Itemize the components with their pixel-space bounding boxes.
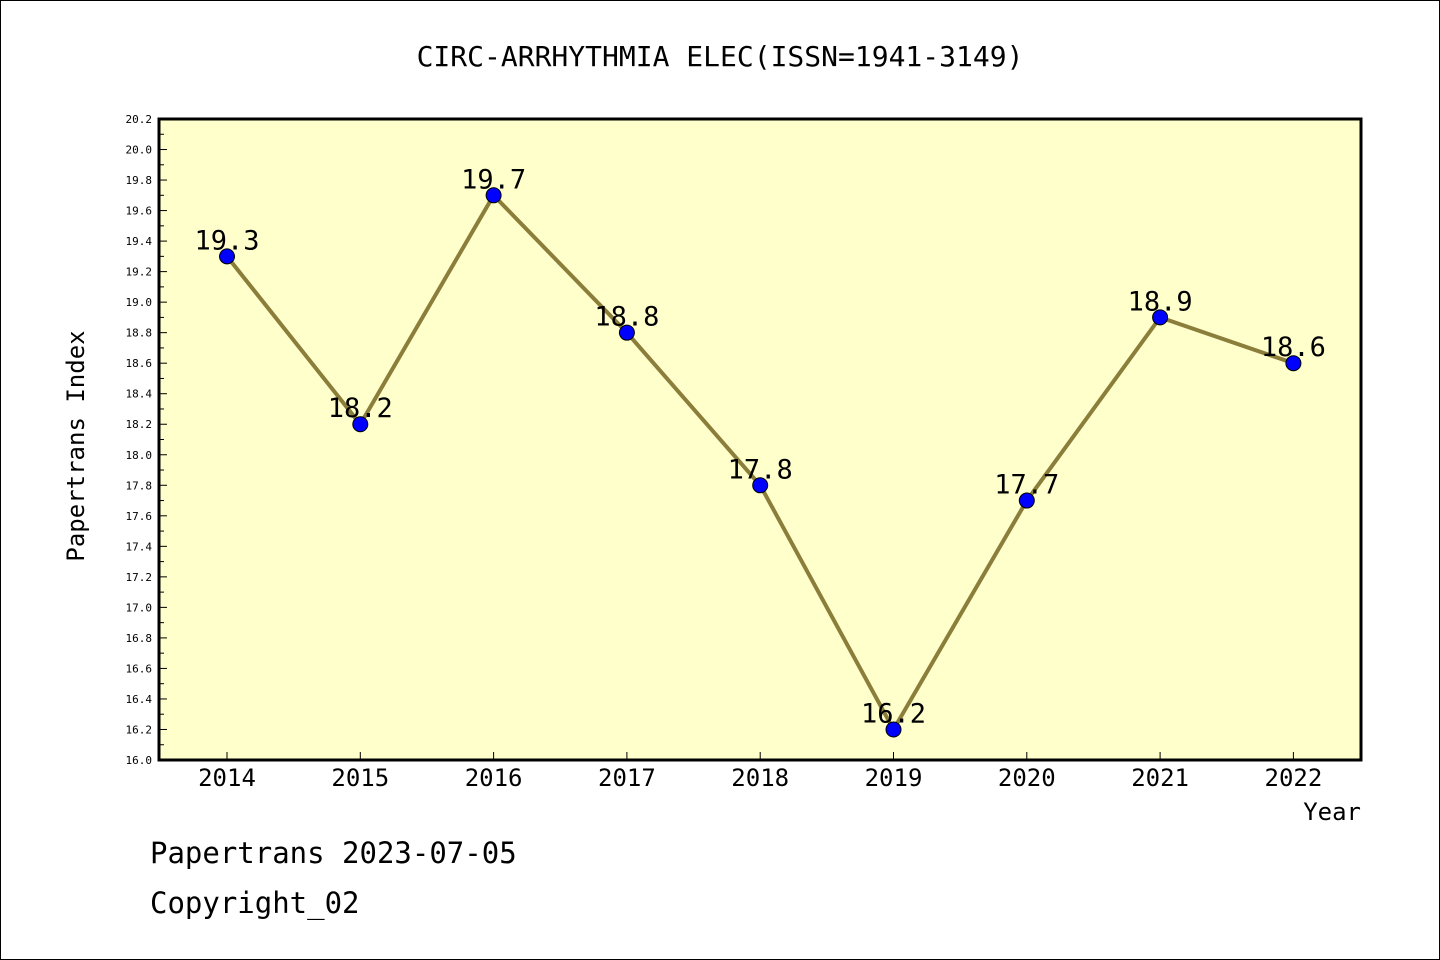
y-tick-label: 19.2 [126,266,153,279]
data-label: 17.7 [994,470,1059,501]
data-label: 16.2 [861,698,926,729]
data-label: 18.8 [594,302,659,333]
data-point [219,248,235,265]
y-tick-label: 18.2 [126,418,153,431]
y-tick-label: 16.8 [126,632,153,645]
y-tick-label: 16.4 [126,693,153,706]
y-axis-ticks: 16.0 16.2 16.4 16.6 16.8 17.0 17.2 17.4 17.6 17.8… [126,113,167,767]
y-tick-label: 17.0 [126,601,153,614]
plot-border [157,117,1363,762]
x-tick-label: 2021 [1131,764,1189,792]
x-tick-label: 2022 [1265,764,1323,792]
x-tick-label: 2017 [598,764,656,792]
x-tick-label: 2019 [865,764,923,792]
y-tick-label: 20.2 [126,113,153,126]
data-markers [219,187,1302,738]
data-point [1018,492,1035,509]
x-axis-ticks: 2014 2015 2016 2017 2018 2019 2020 2021 2022 [198,752,1322,792]
x-tick-label: 2020 [998,764,1056,792]
y-tick-label: 16.2 [126,723,153,736]
y-tick-label: 17.8 [126,479,153,492]
y-tick-label: 18.8 [126,327,153,340]
data-point [1152,309,1169,326]
data-point [618,324,635,341]
plot-area [159,119,1361,760]
y-tick-label: 18.4 [126,388,153,401]
y-tick-label: 16.6 [126,662,153,675]
y-tick-label: 19.8 [126,174,153,187]
data-point [485,187,502,204]
footer-date-text: Papertrans 2023-07-05 [150,836,517,870]
y-tick-label: 19.4 [126,235,153,248]
chart-title: CIRC-ARRHYTHMIA ELEC(ISSN=1941-3149) [417,40,1024,73]
x-axis-label: Year [1303,798,1361,826]
data-point [1285,355,1302,372]
y-tick-label: 18.0 [126,449,153,462]
x-tick-label: 2018 [731,764,789,792]
data-label: 19.3 [194,225,259,256]
x-tick-label: 2014 [198,764,256,792]
y-axis-label: Papertrans Index [62,330,90,561]
y-tick-label: 17.2 [126,571,153,584]
x-tick-label: 2015 [331,764,389,792]
y-tick-label: 18.6 [126,357,153,370]
footer-copyright-text: Copyright_02 [150,886,360,920]
data-point [352,416,369,433]
y-tick-label: 19.6 [126,205,153,218]
data-label: 18.6 [1261,332,1326,363]
data-label: 18.2 [328,393,393,424]
data-labels: 19.3 18.2 19.7 18.8 17.8 16.2 17.7 18.9 18.6 [194,164,1325,729]
y-tick-label: 19.0 [126,296,153,309]
data-point [752,477,769,494]
data-label: 17.8 [728,454,793,485]
y-tick-label: 16.0 [126,754,153,767]
x-tick-label: 2016 [465,764,523,792]
y-tick-label: 17.4 [126,540,153,553]
y-tick-label: 17.6 [126,510,153,523]
y-tick-label: 20.0 [126,144,153,157]
data-label: 18.9 [1128,286,1193,317]
data-point [885,721,902,738]
data-label: 19.7 [461,164,526,195]
